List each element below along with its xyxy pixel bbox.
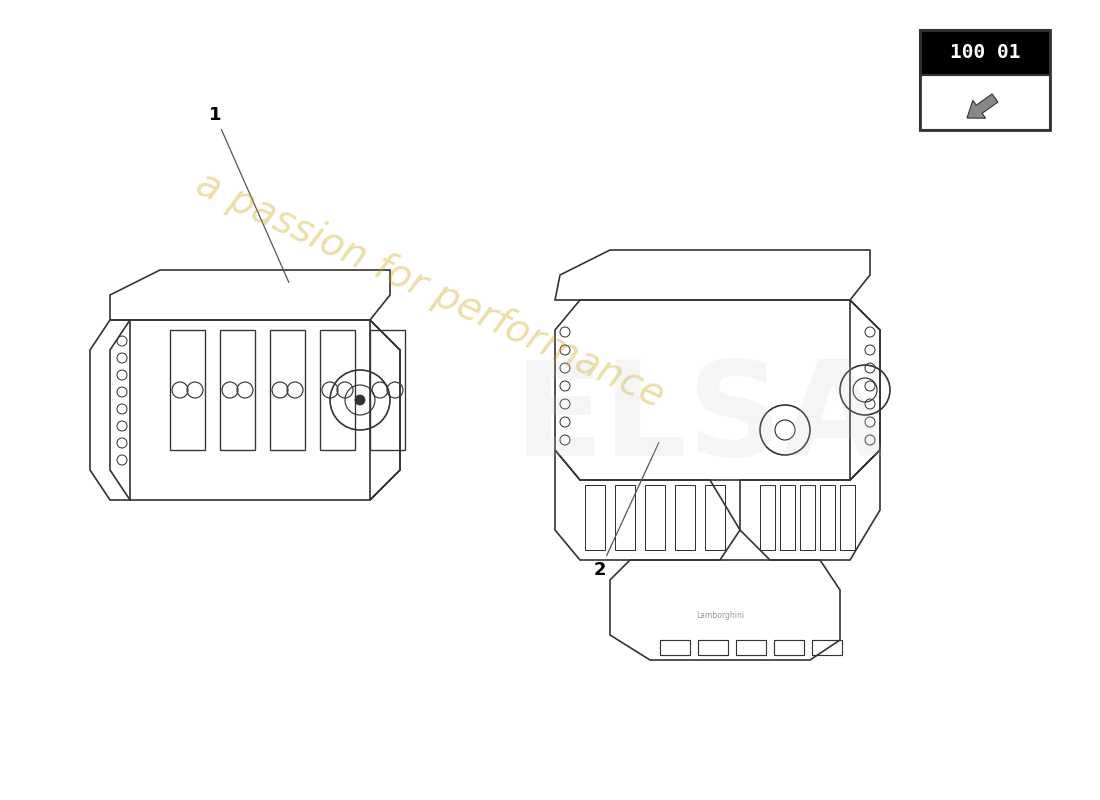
Bar [920,30,1050,130]
FancyBboxPatch shape [920,75,1050,130]
Bar [698,640,728,655]
Text: Lamborghini: Lamborghini [696,610,744,619]
Bar [760,485,775,550]
Bar [660,640,690,655]
Text: a passion for performance: a passion for performance [190,165,670,415]
Bar [820,485,835,550]
Bar [270,330,305,450]
Circle shape [355,395,365,405]
Bar [800,485,815,550]
Bar [170,330,205,450]
Bar [780,485,795,550]
Bar [675,485,695,550]
FancyBboxPatch shape [920,30,1050,75]
Bar [585,485,605,550]
Bar [645,485,665,550]
Bar [705,485,725,550]
Bar [736,640,766,655]
FancyArrow shape [967,94,998,118]
Bar [812,640,842,655]
Bar [320,330,355,450]
Text: 100 01: 100 01 [949,42,1021,62]
Bar [615,485,635,550]
Bar [840,485,855,550]
Bar [220,330,255,450]
Text: 2: 2 [594,442,659,579]
Text: 1: 1 [209,106,289,282]
Bar [774,640,804,655]
Bar [370,330,405,450]
Text: ELSA: ELSA [515,357,886,483]
